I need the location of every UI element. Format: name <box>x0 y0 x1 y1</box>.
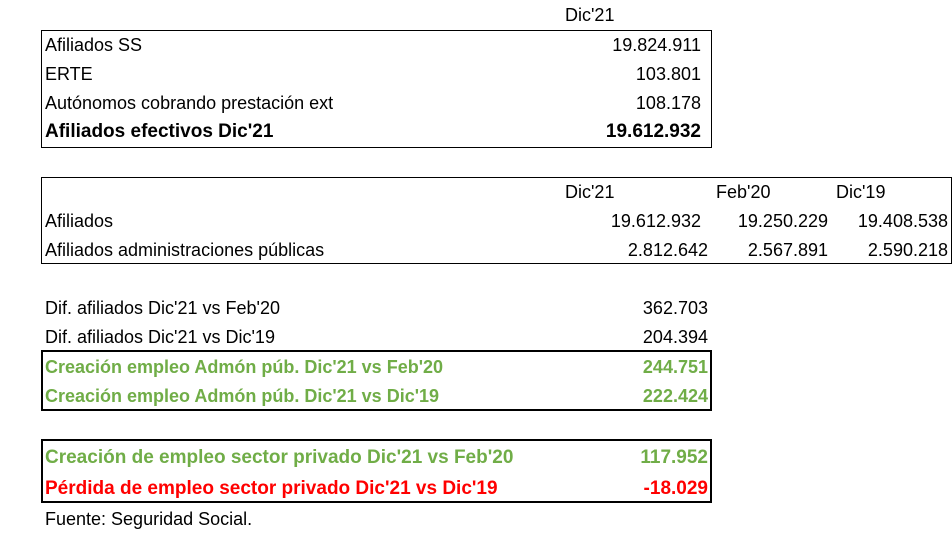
total-label: Afiliados efectivos Dic'21 <box>45 121 274 142</box>
row-label: ERTE <box>45 64 93 84</box>
row-label: Dif. afiliados Dic'21 vs Feb'20 <box>45 298 280 318</box>
row-label: Creación empleo Admón púb. Dic'21 vs Dic… <box>45 386 440 406</box>
cell-value: 19.824.911 <box>612 35 701 55</box>
column-header: Dic'21 <box>565 182 615 202</box>
cell-value: 103.801 <box>635 64 701 84</box>
row-label: Dif. afiliados Dic'21 vs Dic'19 <box>45 327 275 347</box>
row-label: Afiliados <box>45 211 114 231</box>
row-label: Creación de empleo sector privado Dic'21… <box>45 447 514 468</box>
total-value: 19.612.932 <box>605 121 701 142</box>
row-label: Pérdida de empleo sector privado Dic'21 … <box>45 478 498 499</box>
cell-value: 19.408.538 <box>857 211 948 231</box>
cell-value: 19.250.229 <box>737 211 828 231</box>
column-header: Feb'20 <box>716 182 771 202</box>
cell-value: -18.029 <box>643 478 708 499</box>
cell-value: 362.703 <box>642 298 708 318</box>
cell-value: 108.178 <box>635 93 701 113</box>
box-border <box>41 350 712 411</box>
row-label: Afiliados administraciones públicas <box>45 240 325 260</box>
cell-value: 204.394 <box>642 327 708 347</box>
cell-value: 2.567.891 <box>747 240 828 260</box>
box-border <box>41 439 712 503</box>
column-header: Dic'19 <box>836 182 886 202</box>
cell-value: 222.424 <box>642 386 708 406</box>
cell-value: 244.751 <box>642 357 708 377</box>
column-header: Dic'21 <box>565 5 615 25</box>
row-label: Afiliados SS <box>45 35 143 55</box>
source-note: Fuente: Seguridad Social. <box>45 509 253 529</box>
cell-value: 2.590.218 <box>867 240 948 260</box>
cell-value: 2.812.642 <box>627 240 708 260</box>
row-label: Autónomos cobrando prestación ext <box>45 93 334 113</box>
cell-value: 19.612.932 <box>610 211 701 231</box>
table-border <box>41 30 712 148</box>
row-label: Creación empleo Admón púb. Dic'21 vs Feb… <box>45 357 443 377</box>
cell-value: 117.952 <box>640 447 708 468</box>
